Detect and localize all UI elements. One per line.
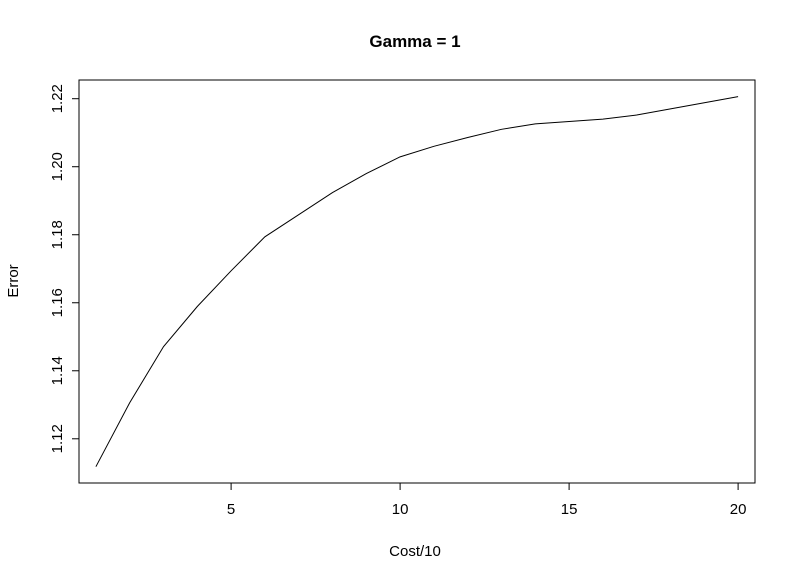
x-tick-label: 5 — [227, 501, 235, 518]
y-tick-label: 1.18 — [49, 220, 66, 249]
x-axis: 5 10 15 20 — [227, 483, 747, 518]
y-axis-title: Error — [5, 264, 22, 297]
y-tick-label: 1.22 — [49, 84, 66, 113]
x-tick-label: 15 — [561, 501, 578, 518]
x-tick-label: 20 — [730, 501, 747, 518]
x-tick-label: 10 — [392, 501, 409, 518]
chart-title: Gamma = 1 — [369, 32, 460, 51]
y-axis: 1.12 1.14 1.16 1.18 1.20 1.22 — [49, 84, 79, 453]
y-tick-label: 1.20 — [49, 152, 66, 181]
y-tick-label: 1.12 — [49, 424, 66, 453]
plot-frame — [78, 79, 756, 484]
y-tick-label: 1.14 — [49, 356, 66, 385]
series-line — [95, 96, 739, 467]
x-axis-title: Cost/10 — [389, 543, 441, 560]
y-tick-label: 1.16 — [49, 288, 66, 317]
series-layer — [95, 96, 739, 467]
